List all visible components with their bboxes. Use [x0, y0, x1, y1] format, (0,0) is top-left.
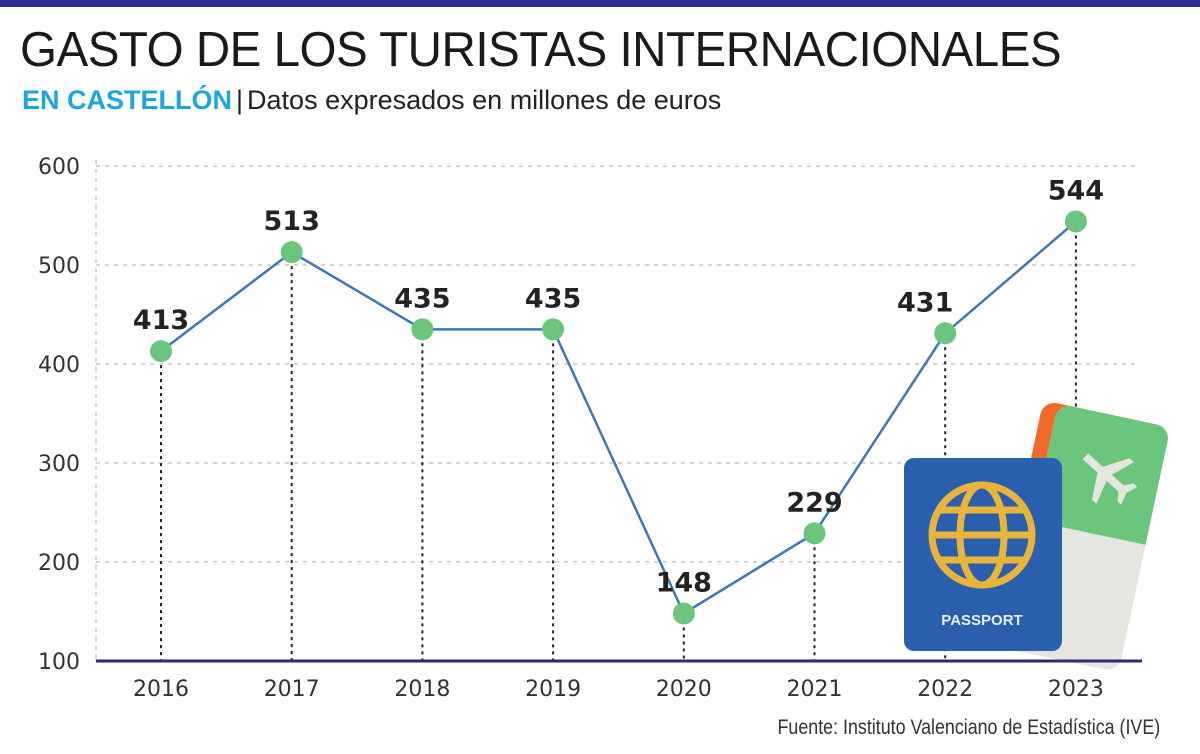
x-tick-label: 2021 — [787, 677, 843, 702]
top-bar — [0, 0, 1200, 7]
x-tick-label: 2023 — [1048, 677, 1104, 702]
y-tick-label: 200 — [38, 551, 80, 576]
data-label: 431 — [897, 287, 953, 318]
data-label: 435 — [394, 283, 450, 314]
x-tick-label: 2020 — [656, 677, 712, 702]
data-label: 513 — [264, 206, 320, 237]
globe-icon — [928, 481, 1036, 589]
subtitle-location: EN CASTELLÓN — [22, 85, 233, 115]
subtitle-units: Datos expresados en millones de euros — [247, 85, 722, 115]
data-point — [672, 602, 695, 625]
x-tick-label: 2017 — [264, 677, 320, 702]
x-tick-label: 2018 — [394, 677, 450, 702]
data-point — [280, 241, 303, 264]
y-tick-label: 600 — [38, 155, 80, 180]
chart-title: GASTO DE LOS TURISTAS INTERNACIONALES — [20, 23, 1062, 77]
data-label: 148 — [656, 567, 712, 598]
x-tick-label: 2022 — [917, 677, 973, 702]
chart-subtitle: EN CASTELLÓN | Datos expresados en millone… — [22, 85, 721, 116]
data-label: 435 — [525, 283, 581, 314]
data-point — [150, 340, 172, 363]
passport-label: PASSPORT — [941, 612, 1022, 629]
source-note: Fuente: Instituto Valenciano de Estadíst… — [777, 716, 1160, 739]
airplane-icon — [1082, 453, 1138, 505]
data-point — [934, 322, 957, 345]
x-tick-label: 2019 — [525, 677, 581, 702]
y-tick-label: 500 — [38, 254, 80, 279]
passport-icon: PASSPORT — [904, 458, 1062, 651]
x-tick-label: 2016 — [133, 677, 189, 702]
data-label: 229 — [786, 487, 842, 518]
data-point — [411, 318, 434, 341]
y-tick-label: 400 — [38, 353, 80, 378]
series-line — [160, 220, 1077, 616]
data-point — [803, 522, 826, 545]
y-tick-label: 100 — [38, 650, 80, 675]
data-point — [542, 318, 565, 341]
subtitle-separator: | — [236, 85, 244, 115]
travel-illustration: PASSPORT — [904, 402, 1168, 670]
data-label: 413 — [133, 305, 189, 336]
y-tick-label: 300 — [38, 452, 80, 477]
data-point — [1064, 210, 1087, 233]
data-label: 544 — [1048, 175, 1104, 206]
